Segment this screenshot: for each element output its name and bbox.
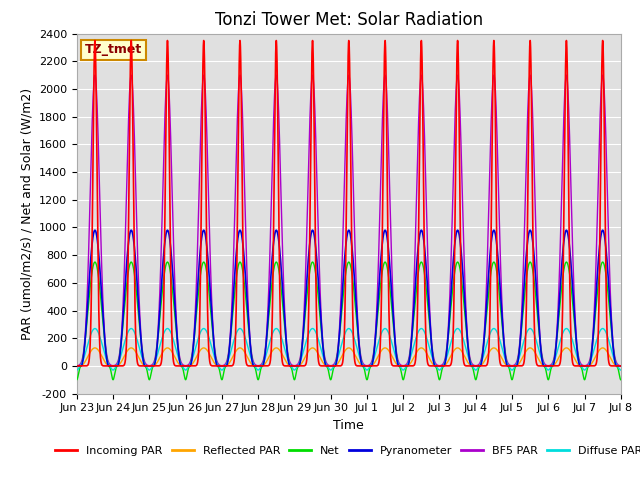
Y-axis label: PAR (umol/m2/s) / Net and Solar (W/m2): PAR (umol/m2/s) / Net and Solar (W/m2) <box>20 87 33 340</box>
Title: Tonzi Tower Met: Solar Radiation: Tonzi Tower Met: Solar Radiation <box>215 11 483 29</box>
Legend: Incoming PAR, Reflected PAR, Net, Pyranometer, BF5 PAR, Diffuse PAR: Incoming PAR, Reflected PAR, Net, Pyrano… <box>51 441 640 460</box>
X-axis label: Time: Time <box>333 419 364 432</box>
Text: TZ_tmet: TZ_tmet <box>85 43 142 56</box>
